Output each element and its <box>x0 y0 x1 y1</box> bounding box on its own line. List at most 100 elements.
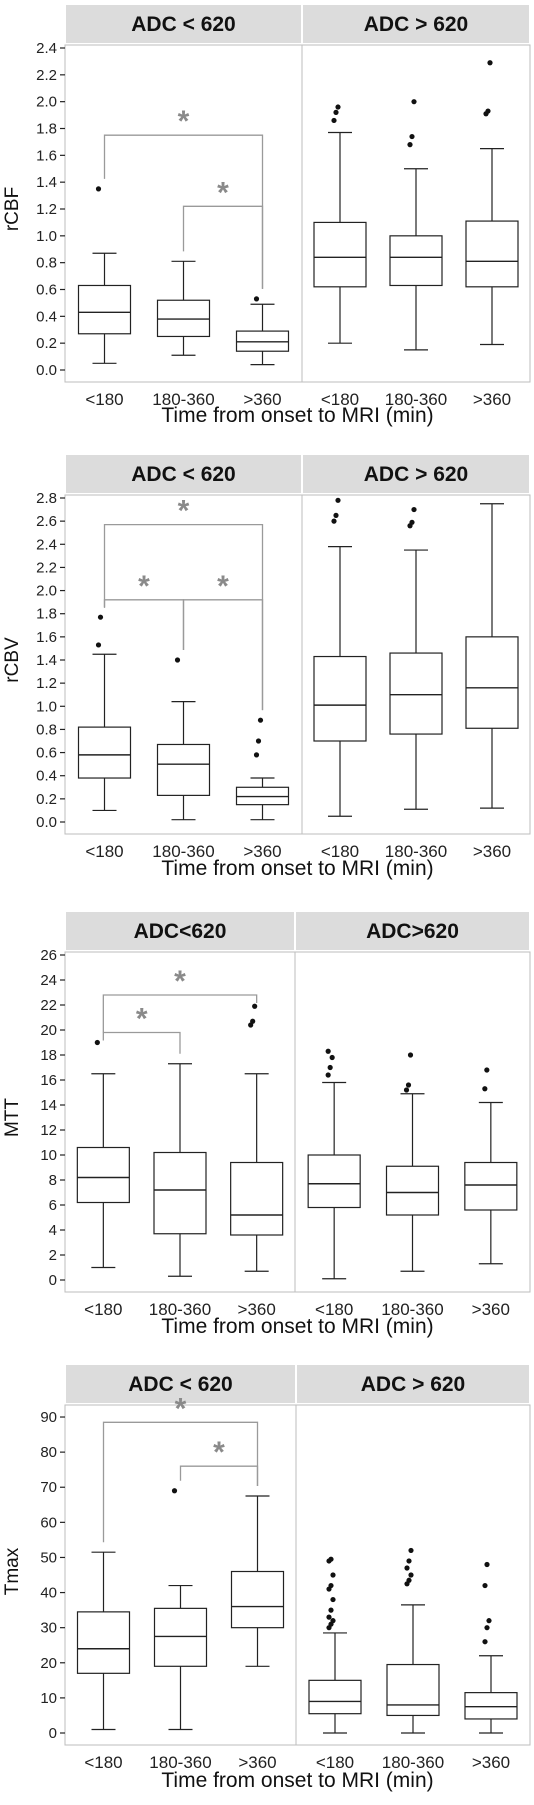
outlier-point <box>333 109 339 115</box>
significance-bracket <box>182 599 264 711</box>
iqr-box <box>308 1679 362 1715</box>
y-tick-label: 10 <box>40 1690 57 1707</box>
y-axis-label: Tmax <box>2 1547 23 1595</box>
outlier-point <box>329 1054 335 1061</box>
iqr-box <box>307 1154 361 1209</box>
iqr-box <box>386 1663 440 1717</box>
significance-bracket <box>102 1031 181 1054</box>
outlier-point <box>407 1052 414 1058</box>
significance-star: * <box>138 570 150 603</box>
significance-star: * <box>178 495 190 528</box>
iqr-box <box>464 1692 518 1720</box>
x-category-label: <180 <box>321 842 359 861</box>
significance-bracket <box>182 205 264 289</box>
outlier-point <box>403 1087 410 1093</box>
facet-title: ADC < 620 <box>128 1373 232 1396</box>
outlier-point <box>335 104 341 110</box>
panel-tmax: ADC < 620 ADC > 620 0 10 20 30 40 50 60 70 80 90 Tma… <box>2 1365 531 1792</box>
outlier-point <box>482 1086 488 1092</box>
outlier-point <box>484 1625 490 1631</box>
facet-title: ADC < 620 <box>131 13 235 36</box>
y-tick-label: 2.6 <box>36 513 57 530</box>
iqr-box <box>77 726 132 779</box>
iqr-box <box>385 1165 440 1216</box>
outlier-point <box>325 1048 331 1054</box>
plot-frame <box>64 951 531 1293</box>
y-tick-label: 1.2 <box>36 201 57 218</box>
outlier-point <box>484 1067 490 1073</box>
iqr-box <box>153 1607 208 1667</box>
iqr-box <box>230 1161 284 1236</box>
y-tick-label: 16 <box>40 1072 57 1089</box>
box->360 <box>235 717 290 821</box>
y-tick-label: 70 <box>40 1479 57 1496</box>
facet-header <box>66 912 294 950</box>
iqr-box <box>76 1146 130 1204</box>
y-tick-label: 30 <box>40 1620 57 1637</box>
outlier-point <box>328 1607 334 1613</box>
outlier-point <box>333 512 339 518</box>
y-tick-label: 0.0 <box>36 814 57 831</box>
outlier-point <box>406 1577 412 1583</box>
facet-title: ADC > 620 <box>364 463 468 486</box>
y-tick-label: 0.2 <box>36 791 57 808</box>
x-axis-label: Time from onset to MRI (min) <box>161 857 433 880</box>
outlier-point <box>482 1582 488 1589</box>
x-category-label: >360 <box>238 1753 276 1772</box>
facet-header <box>66 1365 295 1403</box>
significance-star: * <box>174 965 186 998</box>
significance-star: * <box>178 105 190 138</box>
y-tick-label: 22 <box>40 997 57 1014</box>
iqr-box <box>77 284 132 335</box>
plot-frame <box>64 44 531 383</box>
x-category-label: <180 <box>315 1300 353 1319</box>
outlier-point <box>405 1082 412 1088</box>
y-tick-label: 0 <box>49 1272 57 1289</box>
y-tick-label: 2.2 <box>36 559 57 576</box>
x-category-label: >360 <box>238 1300 276 1319</box>
x-category-label: >360 <box>243 390 281 409</box>
facet-header <box>296 912 529 950</box>
y-axis-label: MTT <box>2 1098 23 1137</box>
outlier-point <box>325 1072 331 1078</box>
outlier-point <box>330 1596 336 1603</box>
iqr-box <box>76 1611 131 1674</box>
outlier-point <box>331 518 337 524</box>
y-tick-label: 2.4 <box>36 40 57 57</box>
panel-rcbf: ADC < 620 ADC > 620 0.0 0.2 0.4 0.6 0.8 1.0 1.2 1… <box>2 5 531 427</box>
y-tick-label: 1.6 <box>36 629 57 646</box>
y-tick-label: 12 <box>40 1122 57 1139</box>
y-tick-label: 0.4 <box>36 768 57 785</box>
x-category-label: >360 <box>472 1300 510 1319</box>
outlier-point <box>250 1018 256 1024</box>
box->360 <box>230 1495 285 1667</box>
outlier-point <box>407 142 413 148</box>
box-<180 <box>76 1039 130 1269</box>
iqr-box <box>389 652 443 735</box>
y-tick-label: 8 <box>49 1172 57 1189</box>
x-category-label: 180-360 <box>382 1753 444 1772</box>
y-tick-label: 0 <box>49 1725 57 1742</box>
y-tick-label: 1.4 <box>36 652 57 669</box>
y-tick-label: 26 <box>40 947 57 964</box>
outlier-point <box>331 117 337 124</box>
x-axis-label: Time from onset to MRI (min) <box>161 404 433 427</box>
y-tick-label: 80 <box>40 1444 57 1461</box>
x-axis-label: Time from onset to MRI (min) <box>161 1315 433 1338</box>
iqr-box <box>230 1570 285 1629</box>
significance-star: * <box>175 1392 187 1425</box>
y-tick-label: 0.0 <box>36 362 57 379</box>
y-axis-label: rCBV <box>2 637 23 683</box>
box-180-360 <box>153 1063 207 1277</box>
y-tick-label: 1.6 <box>36 147 57 164</box>
outlier-point <box>94 1039 100 1046</box>
y-tick-label: 18 <box>40 1047 57 1064</box>
x-category-label: <180 <box>84 1300 122 1319</box>
box->360 <box>465 60 519 346</box>
box-180-360 <box>389 99 443 351</box>
y-tick-label: 0.6 <box>36 282 57 299</box>
box-<180 <box>313 497 367 817</box>
y-tick-label: 0.2 <box>36 335 57 352</box>
outlier-point <box>487 60 493 66</box>
